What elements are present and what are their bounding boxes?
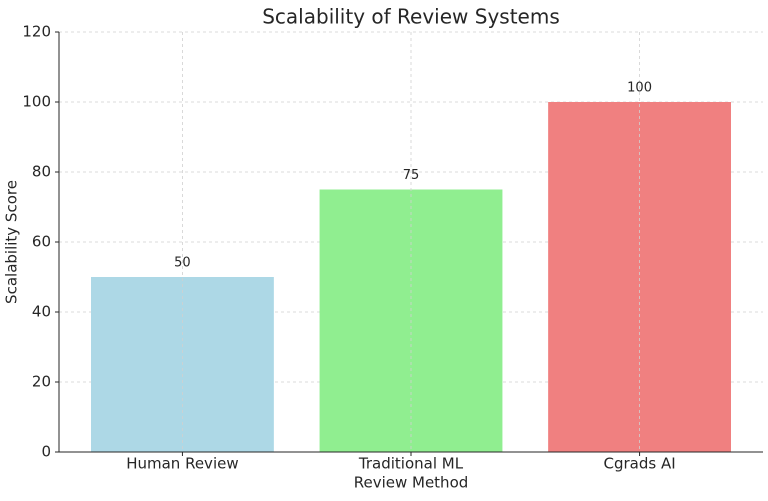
x-tick-label: Human Review (126, 455, 238, 473)
x-axis-label: Review Method (354, 474, 469, 492)
y-tick-label: 40 (32, 303, 51, 321)
chart-title: Scalability of Review Systems (262, 5, 560, 29)
y-tick-label: 80 (32, 163, 51, 181)
x-tick-label: Cgrads AI (603, 455, 675, 473)
y-tick-label: 20 (32, 373, 51, 391)
data-label: 50 (174, 256, 191, 271)
data-label: 100 (627, 81, 652, 96)
y-tick-label: 0 (41, 443, 51, 461)
y-tick-label: 120 (22, 23, 51, 41)
y-tick-label: 60 (32, 233, 51, 251)
y-tick-label: 100 (22, 93, 51, 111)
y-axis-label: Scalability Score (3, 180, 21, 304)
x-tick-label: Traditional ML (358, 455, 464, 473)
data-label: 75 (403, 168, 420, 183)
